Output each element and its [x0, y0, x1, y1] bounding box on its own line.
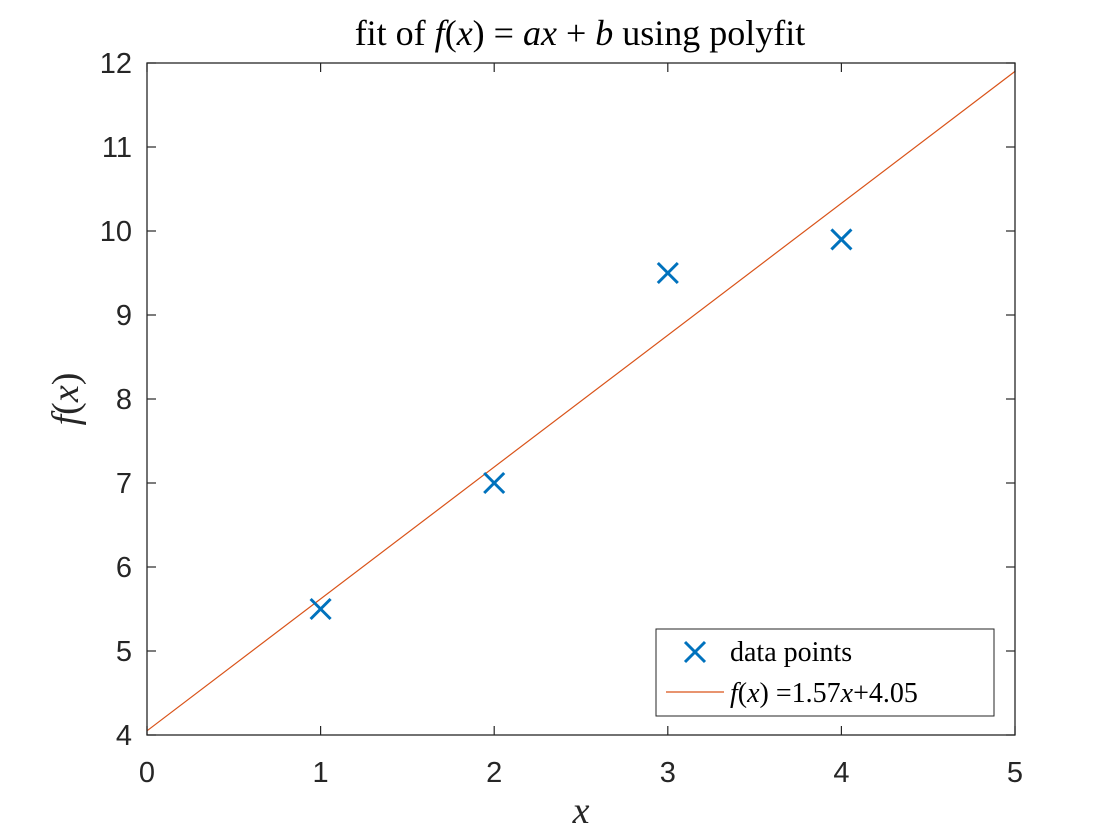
y-axis-label: f(x) — [45, 373, 87, 426]
legend-label-data-points: data points — [730, 637, 852, 668]
y-label-x: x — [45, 385, 87, 403]
title-ax: ax — [523, 13, 557, 53]
x-tick-label: 0 — [139, 757, 155, 789]
title-lparen: ( — [445, 13, 457, 53]
title-b: b — [595, 13, 613, 53]
fit-line-layer — [146, 70, 1016, 732]
x-tick-label: 3 — [660, 757, 676, 789]
data-point-1 — [309, 597, 332, 621]
legend-marker-x-icon — [683, 640, 707, 664]
y-tick-label: 6 — [116, 552, 132, 584]
title-equals: = — [485, 13, 523, 53]
y-tick-label: 4 — [116, 720, 132, 752]
title-rparen: ) — [473, 13, 485, 53]
chart-title: fit of f(x) = ax + b using polyfit — [355, 13, 806, 53]
legend-fit-rest: +4.05 — [853, 678, 918, 709]
x-tick-label: 1 — [313, 757, 329, 789]
x-axis-label: x — [572, 790, 590, 832]
y-tick-label: 12 — [100, 48, 132, 80]
data-point-4 — [830, 228, 853, 251]
legend-fit-coef: =1.57 — [769, 678, 841, 709]
data-point-2 — [483, 471, 506, 495]
y-tick-label: 5 — [116, 636, 132, 668]
title-prefix: fit of — [355, 13, 435, 53]
legend-fit-x2: x — [840, 678, 854, 709]
plot-background — [147, 63, 1015, 735]
legend-fit-rparen: ) — [760, 678, 769, 709]
legend-fit-x: x — [746, 678, 760, 709]
legend: data points f(x) =1.57x+4.05 — [655, 628, 995, 717]
y-label-lparen: ( — [45, 402, 87, 415]
title-plus: + — [557, 13, 595, 53]
y-tick-label: 7 — [116, 468, 132, 500]
legend-label-fit: f(x) =1.57x+4.05 — [730, 678, 918, 709]
fit-line — [146, 70, 1016, 732]
y-tick-label: 8 — [116, 384, 132, 416]
x-tick-label: 4 — [833, 757, 849, 789]
title-suffix: using polyfit — [613, 13, 805, 53]
y-tick-label: 9 — [116, 300, 132, 332]
y-tick-label: 11 — [102, 132, 132, 164]
y-tick-label: 10 — [100, 216, 132, 248]
data-point-3 — [656, 261, 679, 285]
legend-box — [655, 628, 995, 717]
x-tick-label: 2 — [486, 757, 502, 789]
x-tick-label: 5 — [1007, 757, 1023, 789]
legend-fit-f: f — [730, 678, 741, 709]
title-x: x — [456, 13, 473, 53]
data-points-layer — [309, 228, 853, 621]
legend-fit-lparen: ( — [738, 678, 747, 709]
y-label-rparen: ) — [45, 373, 87, 386]
